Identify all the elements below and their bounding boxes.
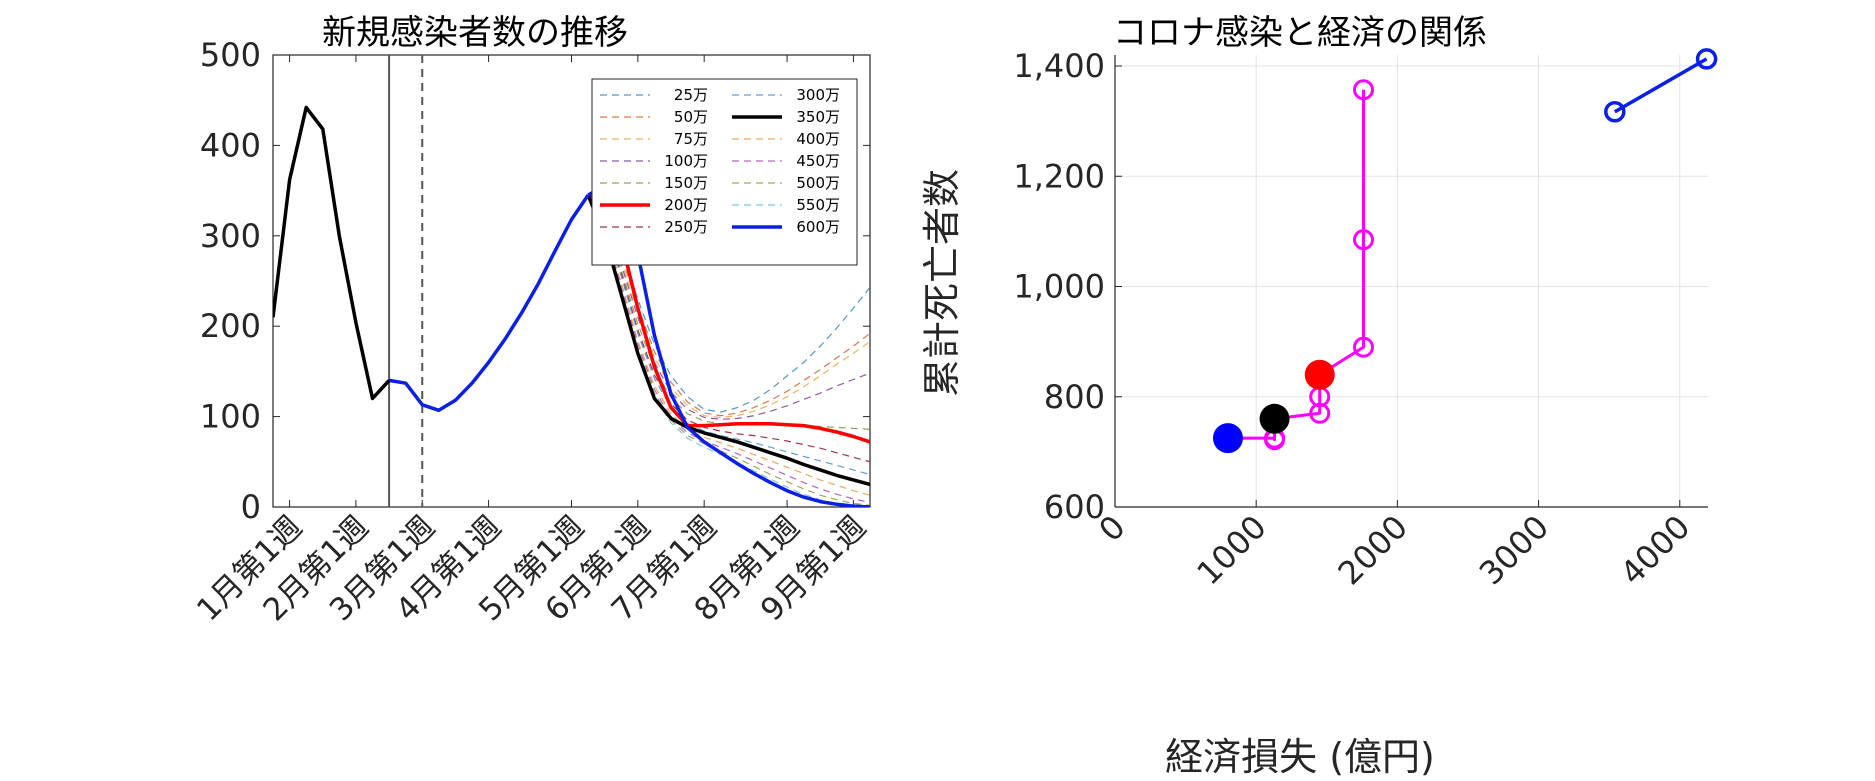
x-tick-label: 1000 (1189, 508, 1273, 592)
legend-label: 600万 (796, 218, 840, 236)
legend-label: 200万 (664, 196, 708, 214)
y-axis-label: 累計死亡者数 (920, 169, 964, 397)
y-tick-label: 300 (200, 217, 261, 255)
legend-label: 300万 (796, 86, 840, 104)
hollow-marker (1352, 229, 1374, 251)
y-tick-label: 200 (200, 307, 261, 345)
legend-label: 550万 (796, 196, 840, 214)
series-line (587, 194, 870, 420)
legend-label: 350万 (796, 108, 840, 126)
legend-label: 500万 (796, 174, 840, 192)
legend-label: 100万 (664, 152, 708, 170)
hollow-marker (1352, 336, 1374, 358)
series-line (587, 193, 870, 444)
series-line (587, 194, 870, 419)
series-lines (273, 105, 870, 507)
magenta-path-line (1228, 89, 1365, 442)
blue-segment-line (1613, 57, 1708, 114)
series-line (586, 194, 870, 487)
actual-cases-line (273, 105, 391, 401)
y-tick-label: 1,400 (1013, 47, 1105, 85)
series-line (587, 194, 870, 463)
series-line (587, 194, 870, 476)
x-tick-label: 4000 (1613, 508, 1697, 592)
y-tick-label: 600 (1044, 488, 1105, 526)
hollow-marker (1604, 101, 1626, 123)
x-tick-label: 2000 (1331, 508, 1415, 592)
series-line (587, 194, 870, 496)
legend: 25万 50万 75万 100万 150万 200万 250万 300万 350万 400万 450… (591, 78, 858, 266)
y-tick-label: 1,200 (1013, 157, 1105, 195)
y-tick-label: 0 (241, 488, 261, 526)
highlighted-point (1259, 403, 1290, 434)
y-tick-label: 100 (200, 398, 261, 436)
common-trend-line (388, 194, 590, 413)
legend-label: 75万 (674, 130, 708, 148)
chart-title: 新規感染者数の推移 (322, 13, 628, 53)
x-axis-label: 経済損失 (億円) (1165, 735, 1435, 779)
highlighted-point (1304, 359, 1335, 390)
y-tick-label: 1,000 (1013, 268, 1105, 306)
series-line (587, 194, 870, 504)
legend-box (591, 78, 858, 266)
hollow-marker (1352, 79, 1374, 101)
legend-label: 25万 (674, 86, 708, 104)
highlighted-point (1212, 423, 1243, 454)
legend-label: 150万 (664, 174, 708, 192)
infection-trend-chart: 新規感染者数の推移 01002003004005001月第1週2月第1週3月第1… (190, 13, 873, 628)
legend-label: 50万 (674, 108, 708, 126)
y-tick-label: 800 (1044, 378, 1105, 416)
y-tick-label: 400 (200, 126, 261, 164)
legend-label: 250万 (664, 218, 708, 236)
legend-label: 450万 (796, 152, 840, 170)
legend-label: 400万 (796, 130, 840, 148)
x-tick-label: 3000 (1472, 508, 1556, 592)
y-tick-label: 500 (200, 36, 261, 74)
chart-title: コロナ感染と経済の関係 (1113, 13, 1487, 53)
hollow-marker (1695, 48, 1718, 70)
